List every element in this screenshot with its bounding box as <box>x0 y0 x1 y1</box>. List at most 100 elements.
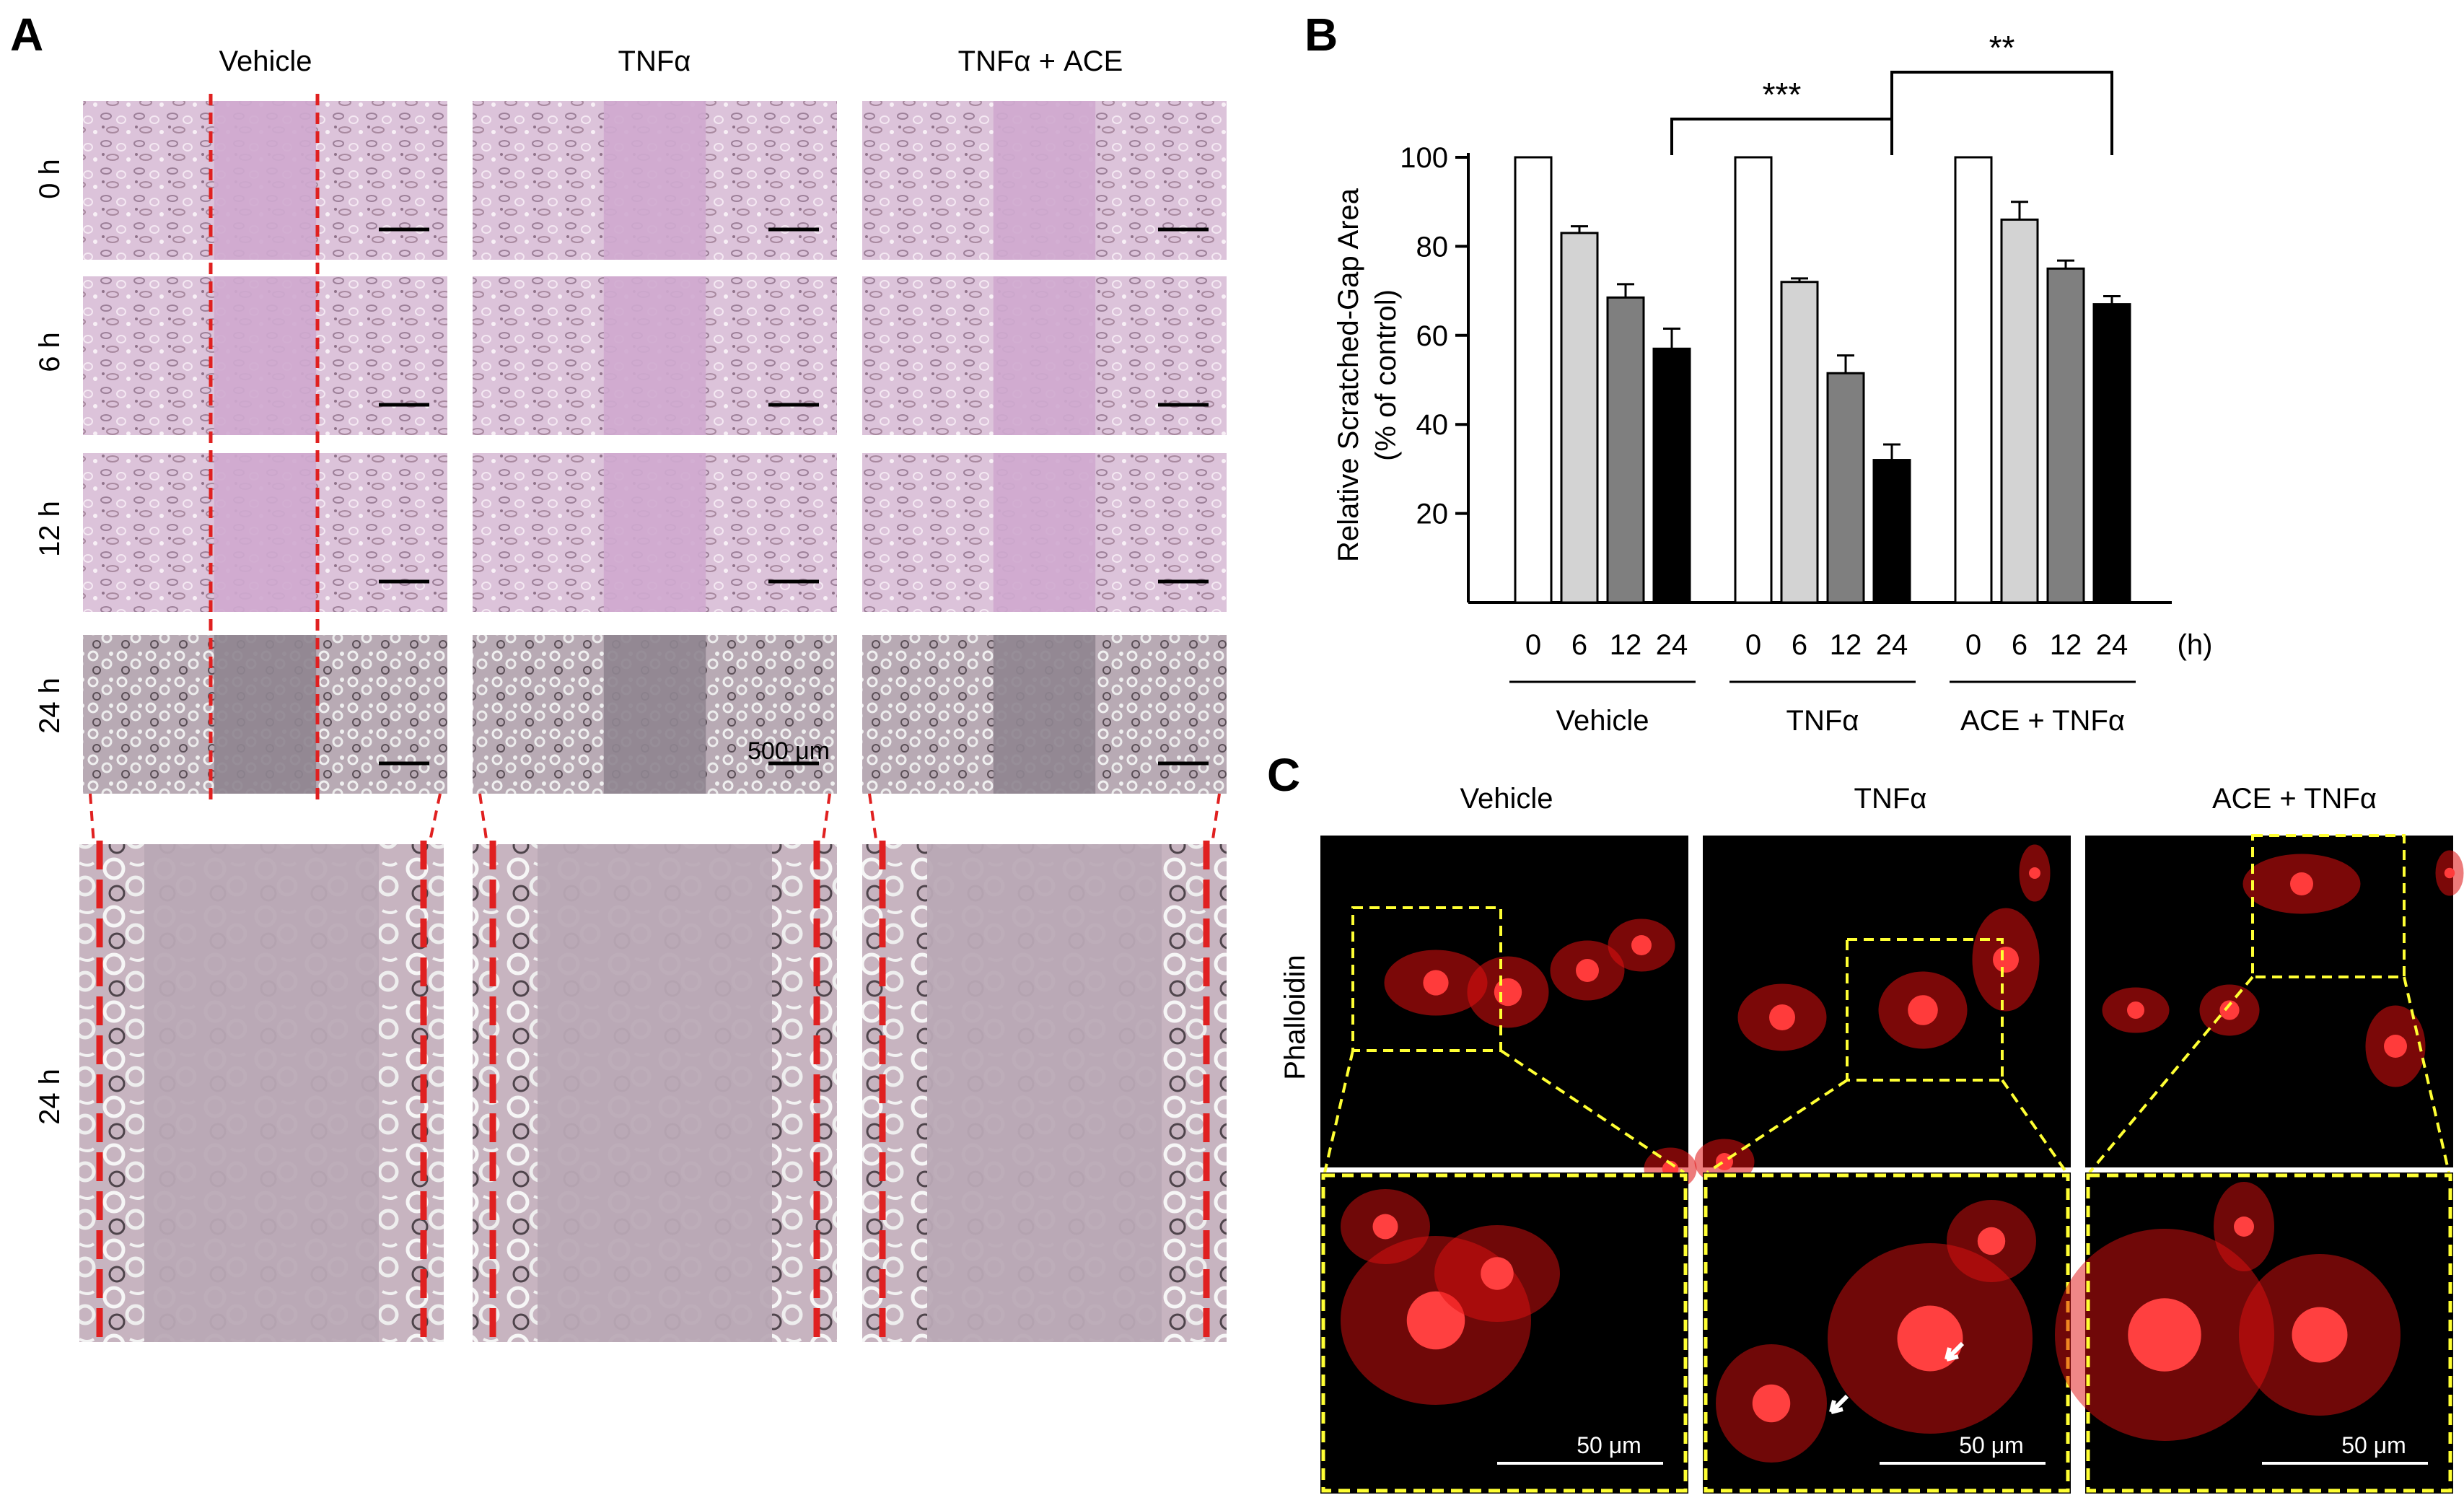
zoom-connector <box>868 793 878 845</box>
zoom-connector <box>478 793 488 845</box>
bar <box>1780 281 1819 604</box>
panel-b-chart: Relative Scratched-Gap Area (% of contro… <box>1333 29 2212 737</box>
cell-nucleus-cluster-zoom <box>1977 1227 2006 1255</box>
cell-nucleus-cluster-zoom <box>2128 1298 2201 1372</box>
zoom-connector <box>1211 793 1221 845</box>
cell-nucleus-cluster <box>1494 978 1522 1007</box>
x-tick-label: 6 <box>1571 629 1587 661</box>
scratch-gap <box>214 635 317 794</box>
scratch-gap <box>993 635 1096 794</box>
cell-nucleus-cluster-zoom <box>1897 1305 1963 1372</box>
zoom-scratch-gap <box>927 844 1162 1342</box>
panel-c-column-tnfa: TNFα <box>1854 783 1927 815</box>
x-tick-label: 0 <box>1745 629 1761 661</box>
y-tick-label: 60 <box>1416 320 1449 352</box>
panel-a: Vehicle TNFα TNFα + ACE 0 h 6 h 12 h 24 … <box>34 45 1227 1346</box>
cell-nucleus-cluster <box>2029 867 2040 879</box>
panel-a-row-12h: 12 h <box>34 501 66 557</box>
panel-label-c: C <box>1267 749 1300 801</box>
y-tick-label: 20 <box>1416 499 1449 530</box>
bar <box>1606 296 1645 604</box>
panel-c-column-vehicle: Vehicle <box>1460 783 1553 815</box>
x-tick-label: 12 <box>1830 629 1862 661</box>
inset-connector <box>2001 1079 2068 1174</box>
scratch-gap <box>603 276 706 435</box>
bar <box>1734 156 1773 604</box>
x-tick-label: 24 <box>2096 629 2128 661</box>
cell-nucleus-cluster <box>1423 970 1449 996</box>
panel-c-column-ace-tnfa: ACE + TNFα <box>2212 783 2377 815</box>
x-axis-unit: (h) <box>2178 629 2213 661</box>
cell-nucleus-cluster <box>1769 1004 1795 1030</box>
inset-connector <box>1323 1050 1354 1173</box>
arrow-icon <box>1945 1341 1965 1362</box>
panel-a-column-vehicle: Vehicle <box>219 45 312 77</box>
inset-connector <box>1706 1079 1849 1174</box>
x-tick-label: 6 <box>2012 629 2027 661</box>
y-tick-label: 100 <box>1400 142 1448 174</box>
inset-box <box>1351 906 1502 1052</box>
zoom-connector <box>428 793 442 845</box>
cell-nucleus-cluster-zoom <box>2292 1307 2348 1363</box>
bar <box>1872 459 1911 604</box>
x-tick-label: 0 <box>1525 629 1541 661</box>
cell-nucleus-cluster <box>2444 867 2455 879</box>
cell-nucleus-cluster <box>1908 995 1938 1025</box>
y-tick-label: 80 <box>1416 231 1449 263</box>
bar <box>1954 156 1993 604</box>
cell-nucleus-cluster-zoom <box>1406 1291 1465 1350</box>
zoom-scratch-gap <box>538 844 772 1342</box>
x-tick-label: 24 <box>1656 629 1688 661</box>
scratch-gap <box>214 453 317 612</box>
x-tick-label: 6 <box>1792 629 1807 661</box>
x-tick-label: 0 <box>1965 629 1981 661</box>
panel-a-row-24h: 24 h <box>34 678 66 734</box>
x-tick-label: 12 <box>1610 629 1642 661</box>
panel-c-row-label: Phalloidin <box>1279 955 1311 1079</box>
scratch-gap <box>603 635 706 794</box>
panel-a-row-0h: 0 h <box>34 159 66 199</box>
panel-c: Vehicle TNFα ACE + TNFα Phalloidin 50 μm… <box>1279 783 2464 1494</box>
panel-a-row-6h: 6 h <box>34 332 66 372</box>
bar <box>1826 372 1865 604</box>
inset-connector <box>2403 976 2450 1173</box>
scale-bar-label: 50 μm <box>2341 1432 2406 1458</box>
cell-nucleus-cluster-zoom <box>1752 1384 1791 1423</box>
significance-bracket <box>1670 118 1893 155</box>
significance-label: *** <box>1763 76 1802 113</box>
y-tick-label: 40 <box>1416 409 1449 441</box>
inset-connector <box>1499 1049 1685 1174</box>
y-axis-label-line2: (% of control) <box>1370 289 1402 461</box>
cell-nucleus-cluster <box>2384 1035 2407 1058</box>
bar <box>1560 232 1599 604</box>
bar <box>2000 218 2039 604</box>
x-tick-label: 12 <box>2050 629 2082 661</box>
significance-bracket <box>1890 71 2113 155</box>
inset-connector <box>2088 976 2254 1174</box>
group-label: Vehicle <box>1556 705 1649 737</box>
scale-bar-label: 50 μm <box>1959 1432 2024 1458</box>
scratch-gap <box>993 276 1096 435</box>
x-tick-label: 24 <box>1876 629 1908 661</box>
zoom-connector <box>821 793 831 845</box>
bar <box>1514 156 1553 604</box>
scratch-gap <box>603 101 706 260</box>
inset-box <box>2251 834 2406 978</box>
cell-nucleus-cluster <box>1576 959 1599 982</box>
cell-nucleus-cluster <box>1631 935 1652 955</box>
cell-nucleus-cluster-zoom <box>1372 1214 1398 1240</box>
zoom-scratch-gap <box>144 844 379 1342</box>
cell-nucleus-cluster-zoom <box>2234 1217 2254 1237</box>
bar <box>1652 347 1691 604</box>
bar <box>2046 267 2085 604</box>
panel-a-column-tnfa-ace: TNFα + ACE <box>958 45 1123 77</box>
panel-label-a: A <box>10 9 43 61</box>
cell-nucleus-cluster-zoom <box>1481 1257 1514 1290</box>
panel-label-b: B <box>1305 9 1338 61</box>
scratch-gap <box>603 453 706 612</box>
panel-a-column-tnfa: TNFα <box>618 45 691 77</box>
scratch-gap <box>993 453 1096 612</box>
scratch-gap <box>214 276 317 435</box>
panel-a-scale-bar-label: 500 μm <box>747 737 830 765</box>
inset-box <box>1846 938 2004 1082</box>
